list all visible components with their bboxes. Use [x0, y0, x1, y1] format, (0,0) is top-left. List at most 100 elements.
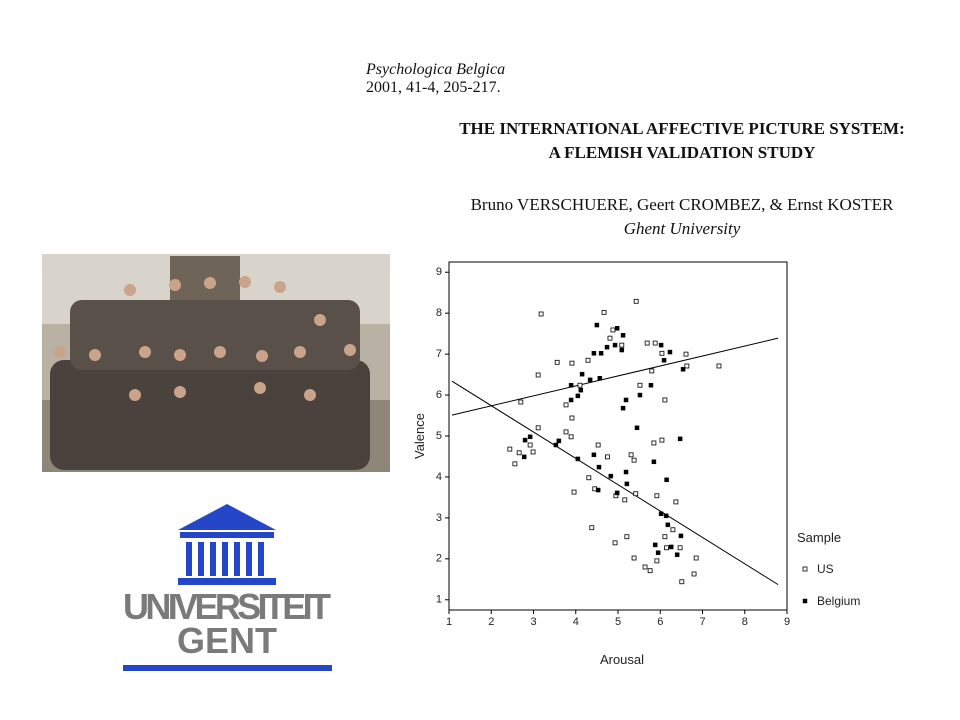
y-tick-label: 5 [436, 430, 442, 442]
point [568, 434, 574, 440]
point [680, 367, 686, 372]
point [614, 326, 620, 331]
x-tick-label: 2 [488, 616, 494, 628]
point [664, 545, 669, 551]
point [661, 358, 667, 363]
point [620, 333, 626, 338]
point [516, 450, 522, 456]
logo-base [178, 578, 276, 585]
y-axis-label: Valence [412, 413, 427, 459]
point [663, 513, 669, 519]
y-tick-label: 6 [436, 389, 442, 401]
point [677, 545, 683, 551]
point [622, 497, 628, 503]
fit-line [451, 380, 779, 586]
scatter-chart: Arousal Valence 1 2 3 4 5 6 7 8 9 1 2 3 4 5 6 7 8 9 Sample… [412, 261, 860, 667]
point [678, 533, 684, 539]
point [649, 368, 655, 374]
point [684, 363, 690, 369]
logo-beam [180, 532, 274, 538]
authors: Bruno VERSCHUERE, Geert CROMBEZ, & Ernst… [471, 195, 894, 214]
point [633, 298, 639, 304]
point [674, 552, 680, 557]
point [569, 415, 575, 421]
point [530, 449, 536, 455]
point [605, 454, 610, 460]
point [563, 402, 569, 408]
point [634, 425, 640, 431]
point [522, 437, 528, 443]
point [527, 434, 533, 440]
point [619, 347, 625, 353]
point [665, 522, 671, 528]
point [595, 442, 601, 448]
point [668, 544, 674, 550]
point [628, 452, 634, 458]
x-tick-label: 1 [446, 616, 452, 628]
point [648, 382, 654, 388]
point [664, 477, 669, 483]
point [538, 311, 544, 317]
point [623, 469, 629, 475]
x-tick-label: 3 [530, 616, 536, 628]
point [716, 363, 722, 369]
point [633, 491, 639, 497]
journal: Psychologica Belgica [365, 61, 505, 78]
point [652, 542, 658, 548]
point [612, 342, 618, 348]
point [631, 555, 637, 561]
y-tick-label: 4 [436, 471, 442, 483]
point [604, 344, 610, 350]
legend-marker [802, 566, 808, 572]
point [662, 534, 668, 540]
point [651, 440, 657, 446]
point [644, 340, 650, 346]
point [535, 372, 541, 378]
paper-title: THE INTERNATIONAL AFFECTIVE PICTURE SYST… [459, 119, 905, 138]
x-axis-label: Arousal [600, 652, 644, 667]
point [652, 340, 658, 346]
point [610, 327, 616, 333]
photo-people [50, 276, 370, 470]
point [568, 397, 574, 403]
point [578, 387, 584, 393]
point [677, 436, 683, 442]
x-tick-label: 6 [657, 616, 663, 628]
affiliation: Ghent University [624, 219, 741, 238]
point [654, 558, 660, 564]
point [662, 397, 668, 403]
point [659, 350, 665, 356]
point [631, 457, 637, 463]
point [568, 382, 574, 388]
point [673, 499, 679, 505]
logo-roof [178, 504, 276, 530]
x-tick-label: 7 [699, 616, 705, 628]
point [601, 309, 607, 315]
point [693, 555, 699, 561]
legend-marker [802, 598, 808, 604]
point [518, 399, 524, 405]
point [637, 382, 643, 388]
point [624, 534, 630, 540]
point [553, 442, 559, 448]
point [620, 405, 626, 411]
logo-underline [123, 665, 332, 671]
point [589, 525, 595, 531]
point [507, 446, 513, 452]
point [642, 564, 648, 570]
point [563, 429, 569, 435]
point [612, 540, 618, 546]
point [595, 487, 601, 493]
point [591, 351, 597, 356]
point [586, 475, 592, 481]
point [587, 377, 593, 383]
point [596, 464, 602, 470]
point [651, 459, 657, 465]
y-tick-label: 3 [436, 512, 442, 524]
x-tick-label: 5 [615, 616, 621, 628]
point [679, 579, 685, 585]
y-tick-label: 1 [436, 594, 442, 606]
point [614, 490, 620, 496]
logo: UNIVERSITEIT GENT [123, 504, 332, 671]
